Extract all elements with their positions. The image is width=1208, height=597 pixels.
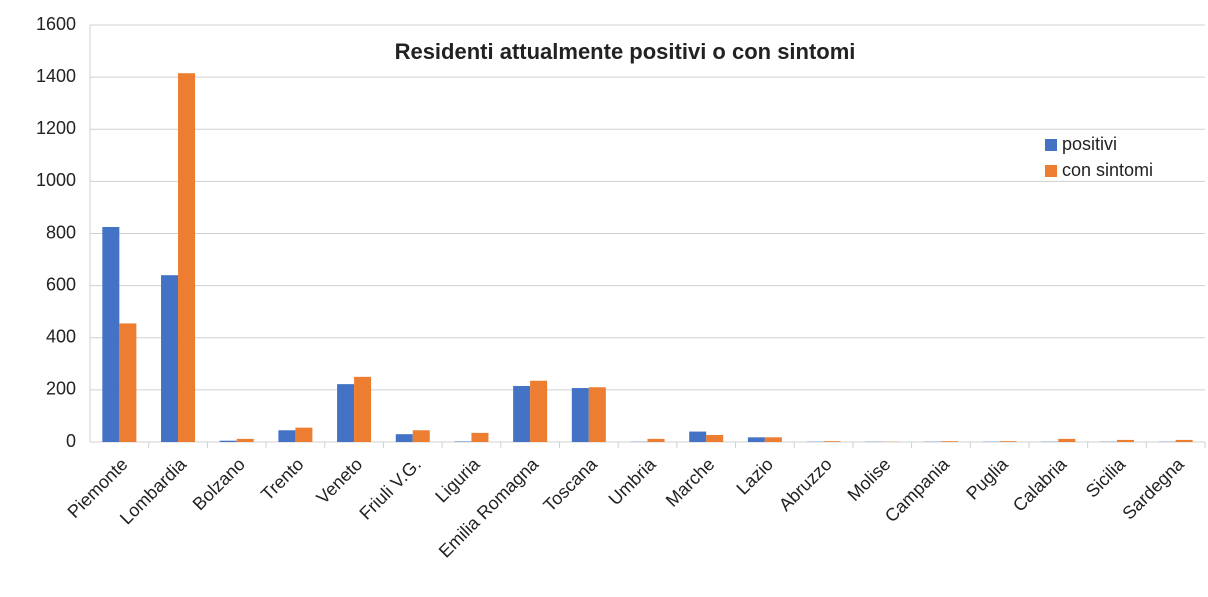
x-tick-label: Calabria — [1009, 453, 1071, 515]
x-tick-label: Puglia — [962, 453, 1012, 503]
bar — [178, 73, 196, 442]
bar — [395, 434, 413, 442]
x-tick-label: Trento — [257, 454, 307, 504]
x-tick-label: Liguria — [431, 453, 484, 506]
bar — [1058, 438, 1076, 442]
bar — [278, 430, 296, 442]
bar — [354, 376, 372, 442]
y-tick-label: 1600 — [36, 14, 76, 34]
bar — [999, 441, 1017, 442]
bar — [530, 380, 548, 442]
legend-swatch — [1045, 165, 1057, 177]
y-tick-label: 1200 — [36, 118, 76, 138]
bar — [823, 441, 841, 442]
bar — [454, 441, 472, 442]
y-tick-label: 600 — [46, 274, 76, 294]
y-tick-label: 200 — [46, 379, 76, 399]
y-tick-label: 0 — [66, 431, 76, 451]
x-tick-label: Emilia Romagna — [435, 453, 543, 561]
bar — [940, 441, 958, 442]
x-tick-label: Toscana — [539, 453, 601, 515]
bar — [295, 427, 313, 442]
bar — [236, 438, 254, 442]
bar — [647, 438, 665, 442]
bar — [513, 385, 531, 442]
bar — [706, 434, 724, 442]
x-tick-label: Bolzano — [189, 454, 249, 514]
x-tick-label: Veneto — [312, 454, 366, 508]
chart-title: Residenti attualmente positivi o con sin… — [395, 39, 856, 64]
x-tick-label: Campania — [881, 453, 954, 526]
y-tick-label: 1000 — [36, 170, 76, 190]
x-tick-label: Friuli V.G. — [355, 454, 425, 524]
x-tick-label: Marche — [662, 454, 719, 511]
legend-swatch — [1045, 139, 1057, 151]
bar — [337, 384, 355, 442]
x-tick-label: Abruzzo — [775, 454, 836, 515]
bar — [119, 323, 137, 442]
bar — [412, 430, 430, 442]
bar — [102, 226, 120, 442]
x-tick-label: Sicilia — [1082, 453, 1130, 501]
x-tick-label: Sardegna — [1118, 453, 1188, 523]
x-tick-label: Umbria — [605, 453, 661, 509]
bar — [747, 437, 765, 442]
bar — [1116, 439, 1134, 442]
bar — [764, 437, 782, 442]
bar — [219, 440, 237, 442]
y-tick-label: 1400 — [36, 66, 76, 86]
y-tick-label: 800 — [46, 222, 76, 242]
bar — [471, 432, 489, 442]
bar — [588, 387, 606, 442]
bar — [571, 388, 589, 442]
bar — [161, 275, 179, 442]
x-tick-label: Lazio — [732, 454, 777, 499]
legend-label: positivi — [1062, 134, 1117, 154]
bar — [689, 431, 707, 442]
y-tick-label: 400 — [46, 327, 76, 347]
x-tick-label: Molise — [844, 454, 895, 505]
legend-label: con sintomi — [1062, 160, 1153, 180]
bar — [1175, 439, 1193, 442]
